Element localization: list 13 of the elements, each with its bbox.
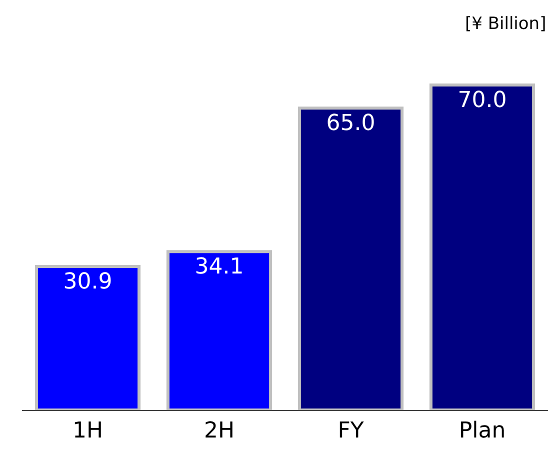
x-tick-label: 1H — [72, 418, 104, 444]
x-tick-label: 2H — [204, 418, 235, 444]
x-tick-label: FY — [338, 418, 364, 444]
x-tick-label: Plan — [458, 418, 506, 444]
text: [¥ Billion] — [465, 14, 546, 34]
data-label: 34.1 — [194, 254, 244, 280]
bar — [298, 106, 404, 410]
data-label: 70.0 — [458, 88, 507, 113]
bar — [429, 83, 536, 410]
bar — [166, 250, 272, 410]
data-label: 30.9 — [63, 270, 112, 295]
bar — [34, 265, 141, 410]
data-label: 65.0 — [326, 111, 376, 136]
